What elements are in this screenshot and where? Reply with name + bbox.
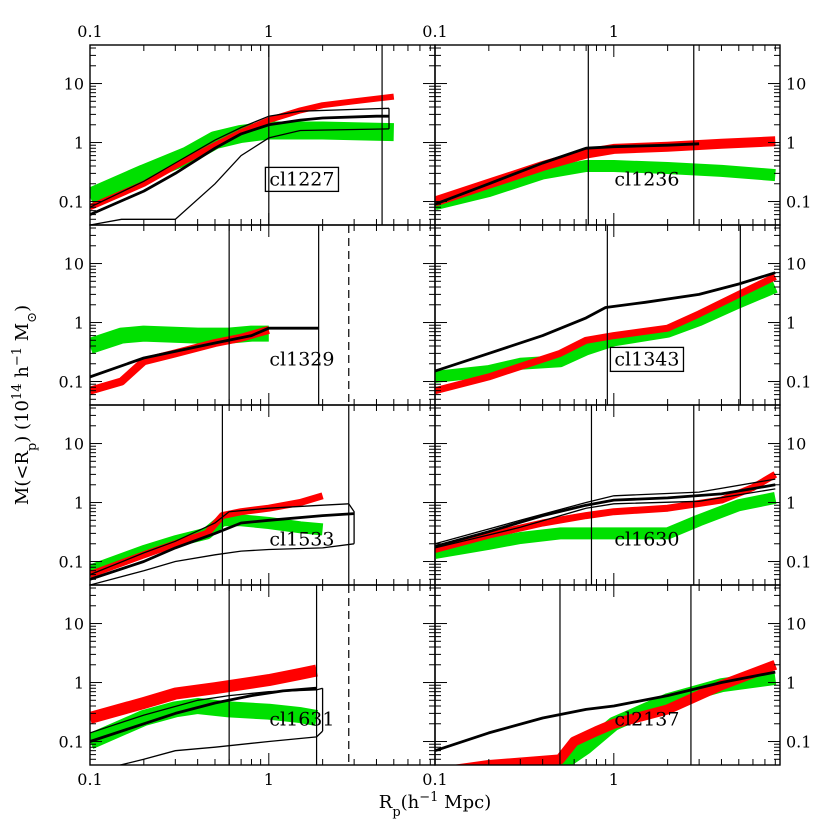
y-tick-label: 1 bbox=[786, 674, 796, 693]
panel-cl1631: 0.1 1 10 0.1 1 cl1631 bbox=[59, 584, 436, 789]
cluster-label: cl1533 bbox=[269, 528, 334, 550]
y-tick-label: 10 bbox=[64, 615, 84, 634]
y-tick-label: 0.1 bbox=[59, 553, 84, 572]
black-thin-profile bbox=[90, 107, 390, 208]
y-tick-label: 0.1 bbox=[786, 193, 811, 212]
x-tick-label: 1 bbox=[609, 22, 619, 41]
panel-cl1236: 0.1 1 10 0.1 1 cl1236 bbox=[422, 22, 811, 226]
panel-ticks bbox=[434, 405, 780, 586]
panel-ticks bbox=[89, 585, 435, 766]
panel-plot-area bbox=[435, 585, 778, 765]
red-profile bbox=[90, 664, 318, 724]
y-tick-label: 0.1 bbox=[59, 733, 84, 752]
panel-plot-area bbox=[435, 405, 778, 585]
x-tick-label: 0.1 bbox=[422, 22, 447, 41]
y-tick-label: 10 bbox=[786, 255, 806, 274]
cluster-label: cl1227 bbox=[269, 168, 334, 190]
cluster-label-box bbox=[609, 346, 685, 373]
x-tick-label: 0.1 bbox=[77, 22, 102, 41]
panel-ticks bbox=[89, 225, 435, 406]
black-thin-profile bbox=[435, 488, 776, 549]
red-profile bbox=[435, 273, 777, 395]
y-axis-title: M(<Rp) (1014 h−1 M⊙) bbox=[10, 305, 40, 505]
x-axis-title: Rp(h−1 Mpc) bbox=[379, 790, 491, 820]
y-tick-label: 0.1 bbox=[59, 193, 84, 212]
cluster-label: cl2137 bbox=[614, 708, 679, 730]
black-model-profile bbox=[435, 483, 776, 548]
cluster-label: cl1236 bbox=[614, 168, 679, 190]
y-tick-label: 1 bbox=[786, 314, 796, 333]
black-model-profile bbox=[435, 142, 700, 206]
cluster-label: cl1630 bbox=[614, 528, 679, 550]
panel-plot-area bbox=[90, 405, 355, 585]
panel-plot-area bbox=[90, 225, 350, 405]
black-thin-profile bbox=[348, 503, 355, 544]
panel-plot-area bbox=[90, 45, 395, 225]
green-profile bbox=[435, 160, 776, 211]
black-model-profile bbox=[435, 271, 776, 373]
panel-plot-area bbox=[435, 225, 778, 405]
x-tick-label: 1 bbox=[264, 22, 274, 41]
black-model-profile bbox=[90, 114, 389, 216]
panel-frame bbox=[434, 584, 781, 766]
cluster-label: cl1343 bbox=[614, 348, 679, 370]
green-profile bbox=[90, 698, 319, 749]
panel-cl1343: 0.1 1 10 cl1343 bbox=[434, 224, 811, 406]
black-model-profile bbox=[90, 512, 355, 581]
green-profile bbox=[435, 281, 778, 383]
green-profile bbox=[435, 492, 777, 559]
panel-frame bbox=[89, 224, 436, 406]
cluster-label-box bbox=[264, 166, 340, 193]
panel-cl1533: 0.1 1 10 cl1533 bbox=[59, 404, 436, 586]
y-tick-label: 0.1 bbox=[786, 373, 811, 392]
panel-cl1227: 0.1 1 10 0.1 1 cl1227 bbox=[59, 22, 436, 226]
y-tick-label: 0.1 bbox=[786, 553, 811, 572]
y-tick-label: 1 bbox=[786, 134, 796, 153]
red-profile bbox=[452, 660, 778, 765]
panel-cl1630: 0.1 1 10 cl1630 bbox=[434, 404, 811, 586]
black-thin-profile bbox=[90, 543, 355, 585]
y-tick-label: 1 bbox=[74, 314, 84, 333]
y-tick-label: 1 bbox=[74, 134, 84, 153]
panel-frame bbox=[434, 44, 781, 226]
black-model-profile bbox=[90, 686, 317, 743]
cluster-label: cl1329 bbox=[269, 348, 334, 370]
y-tick-label: 1 bbox=[786, 494, 796, 513]
x-tick-label: 0.1 bbox=[77, 770, 102, 789]
y-tick-label: 1 bbox=[74, 674, 84, 693]
y-tick-label: 10 bbox=[64, 435, 84, 454]
y-tick-label: 0.1 bbox=[786, 733, 811, 752]
y-tick-label: 0.1 bbox=[59, 373, 84, 392]
x-tick-label: 1 bbox=[264, 770, 274, 789]
red-profile bbox=[90, 93, 395, 210]
y-tick-label: 10 bbox=[786, 615, 806, 634]
panel-cl1329: 0.1 1 10 cl1329 bbox=[59, 224, 436, 406]
panel-ticks bbox=[434, 225, 780, 406]
panel-plot-area bbox=[90, 585, 350, 765]
x-tick-label: 0.1 bbox=[422, 770, 447, 789]
panel-ticks bbox=[89, 45, 435, 226]
cluster-label: cl1631 bbox=[269, 708, 334, 730]
y-tick-label: 1 bbox=[74, 494, 84, 513]
panel-plot-area bbox=[435, 45, 776, 225]
panel-cl2137: 0.1 1 10 0.1 1 cl2137 bbox=[422, 584, 811, 789]
black-thin-profile bbox=[117, 730, 324, 765]
y-tick-label: 10 bbox=[786, 435, 806, 454]
panel-ticks bbox=[434, 585, 780, 766]
y-tick-label: 10 bbox=[64, 255, 84, 274]
y-tick-label: 10 bbox=[64, 75, 84, 94]
black-model-profile bbox=[90, 326, 319, 379]
black-thin-profile bbox=[90, 128, 390, 225]
panel-ticks bbox=[434, 45, 780, 226]
black-model-profile bbox=[435, 670, 776, 753]
y-tick-label: 10 bbox=[786, 75, 806, 94]
black-thin-profile bbox=[435, 478, 776, 545]
x-tick-label: 1 bbox=[609, 770, 619, 789]
